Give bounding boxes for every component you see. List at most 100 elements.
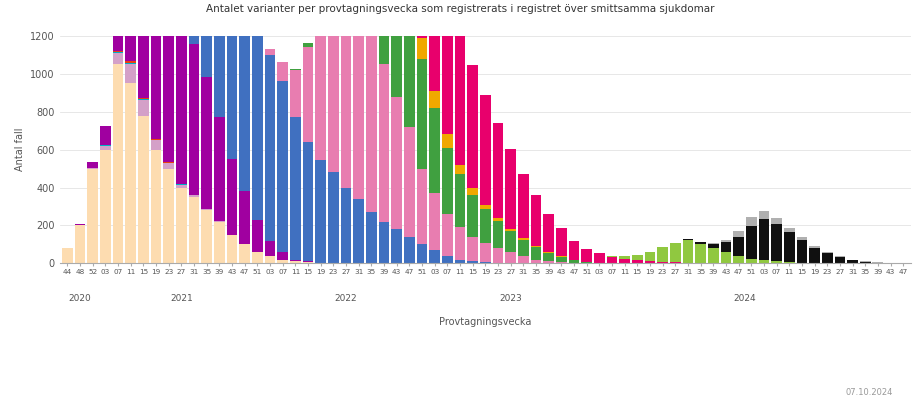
Bar xyxy=(138,116,149,263)
Bar xyxy=(74,225,85,263)
Bar xyxy=(164,1,174,162)
Bar xyxy=(214,0,224,117)
Bar xyxy=(379,0,389,64)
Bar xyxy=(492,123,503,218)
Bar xyxy=(732,237,743,256)
Bar xyxy=(809,246,819,248)
Bar xyxy=(581,262,591,263)
Bar xyxy=(517,240,528,256)
Bar xyxy=(757,219,768,261)
Bar xyxy=(416,38,427,59)
Bar xyxy=(631,255,642,261)
Bar xyxy=(353,199,364,263)
Bar xyxy=(480,205,490,209)
Bar xyxy=(353,0,364,199)
Bar xyxy=(125,63,136,64)
Bar xyxy=(201,210,212,263)
Text: 2020: 2020 xyxy=(69,294,91,303)
Bar xyxy=(87,162,98,168)
Bar xyxy=(505,149,516,229)
Bar xyxy=(846,261,857,263)
Bar xyxy=(454,32,465,165)
Bar xyxy=(454,227,465,260)
Bar xyxy=(454,174,465,227)
Bar xyxy=(201,0,212,77)
Bar xyxy=(277,252,288,260)
Bar xyxy=(581,249,591,262)
Text: 2024: 2024 xyxy=(732,294,755,303)
Bar xyxy=(530,260,540,263)
Bar xyxy=(327,172,338,263)
Bar xyxy=(695,244,705,263)
Bar xyxy=(770,218,781,223)
Bar xyxy=(441,148,452,214)
Bar xyxy=(517,174,528,238)
Bar xyxy=(327,2,338,172)
Bar xyxy=(366,34,376,212)
Bar xyxy=(151,0,161,139)
Bar xyxy=(757,211,768,219)
Bar xyxy=(188,196,199,197)
Bar xyxy=(542,253,553,261)
Bar xyxy=(441,0,452,134)
Bar xyxy=(277,81,288,252)
Bar xyxy=(682,239,693,240)
Bar xyxy=(656,247,667,262)
Bar xyxy=(542,252,553,253)
Bar xyxy=(289,69,301,70)
Bar xyxy=(151,150,161,263)
Bar xyxy=(480,243,490,263)
Bar xyxy=(542,214,553,252)
Bar xyxy=(252,20,263,21)
Bar xyxy=(315,160,325,263)
Bar xyxy=(403,237,414,263)
Bar xyxy=(467,65,478,188)
Bar xyxy=(467,195,478,237)
Bar xyxy=(745,259,755,263)
Bar xyxy=(201,77,212,209)
Bar xyxy=(327,0,338,2)
Bar xyxy=(707,248,718,263)
Bar xyxy=(112,0,123,51)
Bar xyxy=(720,252,731,263)
Bar xyxy=(492,221,503,248)
Bar xyxy=(289,261,301,263)
Bar xyxy=(265,49,275,55)
Bar xyxy=(821,252,832,253)
Bar xyxy=(732,231,743,237)
Bar xyxy=(100,146,110,150)
Bar xyxy=(112,64,123,263)
Bar xyxy=(138,0,149,98)
Bar xyxy=(732,256,743,263)
Bar xyxy=(403,0,414,127)
Bar xyxy=(239,192,250,244)
Bar xyxy=(416,168,427,244)
Bar xyxy=(112,53,123,64)
Bar xyxy=(846,260,857,261)
Bar xyxy=(125,83,136,263)
Bar xyxy=(302,261,313,263)
Bar xyxy=(821,253,832,263)
Bar xyxy=(441,214,452,256)
Bar xyxy=(618,259,630,263)
Bar xyxy=(100,126,110,145)
Bar xyxy=(416,0,427,38)
Bar xyxy=(454,260,465,263)
Bar xyxy=(315,3,325,18)
Bar xyxy=(568,260,579,263)
Bar xyxy=(252,252,263,263)
Bar xyxy=(277,260,288,263)
Bar xyxy=(682,240,693,263)
Bar xyxy=(289,70,301,117)
Bar xyxy=(277,62,288,81)
Bar xyxy=(188,44,199,196)
Bar xyxy=(594,253,604,263)
Bar xyxy=(505,229,516,231)
Bar xyxy=(770,261,781,263)
Bar xyxy=(770,223,781,261)
Bar xyxy=(226,0,237,159)
Bar xyxy=(239,244,250,263)
Bar xyxy=(340,0,351,188)
Bar xyxy=(188,0,199,44)
Bar xyxy=(138,98,149,99)
